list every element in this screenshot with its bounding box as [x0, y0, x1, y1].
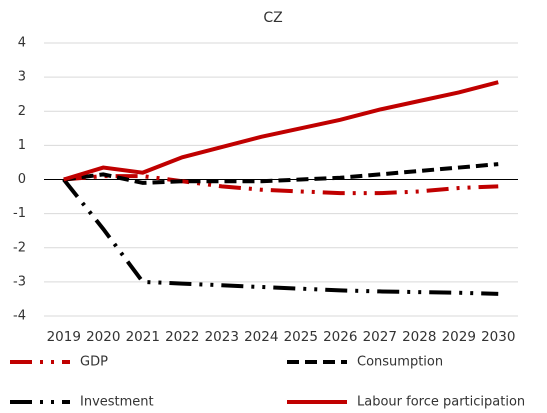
x-tick-label: 2024 [244, 329, 278, 345]
x-tick-label: 2027 [363, 329, 397, 345]
legend-label: Labour force participation [357, 395, 525, 410]
legend-label: Investment [80, 395, 154, 410]
x-tick-label: 2022 [165, 329, 199, 345]
series-line [63, 80, 499, 182]
x-tick-label: 2020 [86, 329, 120, 345]
y-tick-label: -3 [13, 274, 26, 289]
x-tick-label: 2025 [284, 329, 318, 345]
y-tick-label: -4 [13, 309, 26, 324]
chart-title: CZ [263, 10, 282, 26]
legend-label: GDP [80, 355, 108, 370]
legend-label: Consumption [357, 355, 443, 370]
series-line [63, 174, 499, 196]
x-tick-label: 2023 [205, 329, 239, 345]
x-tick-label: 2019 [47, 329, 81, 345]
x-tick-label: 2026 [323, 329, 357, 345]
y-tick-label: 3 [18, 70, 26, 85]
x-tick-label: 2028 [402, 329, 436, 345]
y-tick-label: 4 [18, 36, 26, 51]
y-tick-label: 2 [18, 104, 26, 119]
series-line [63, 162, 499, 185]
y-tick-label: -1 [13, 206, 26, 221]
x-tick-label: 2029 [442, 329, 476, 345]
y-tick-label: -2 [13, 240, 26, 255]
series-line [62, 178, 499, 296]
x-tick-label: 2030 [481, 329, 515, 345]
y-tick-label: 0 [18, 172, 26, 187]
x-tick-label: 2021 [126, 329, 160, 345]
y-tick-label: 1 [18, 138, 26, 153]
